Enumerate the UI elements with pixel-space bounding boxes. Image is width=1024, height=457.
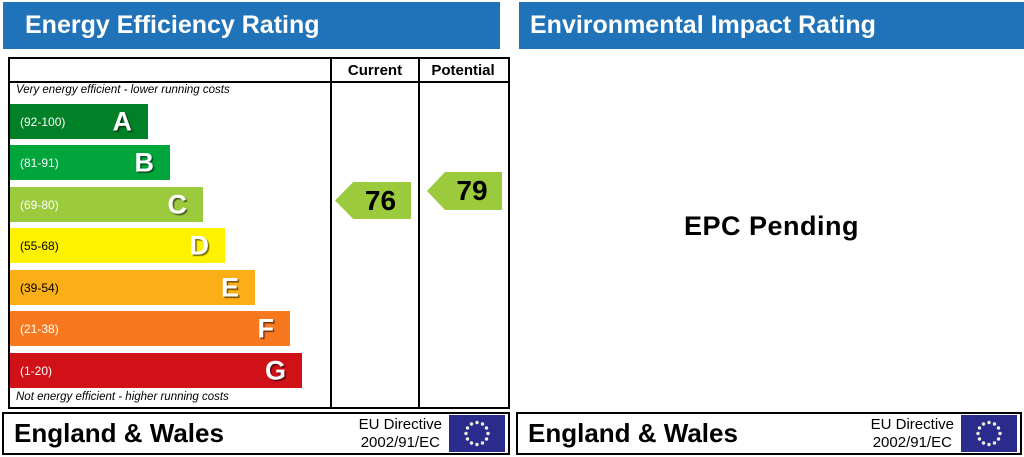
band-b-range: (81-91) [20,155,59,170]
right-footer: England & Wales EU Directive 2002/91/EC [516,412,1022,455]
energy-efficiency-rating-title: Energy Efficiency Rating [3,2,500,49]
potential-rating-value: 79 [456,175,488,206]
eu-flag-icon [961,415,1017,452]
eu-directive-line1: EU Directive [358,415,442,433]
band-g-letter: G [264,355,286,385]
environmental-impact-rating-title: Environmental Impact Rating [519,2,1024,49]
eu-directive-line2: 2002/91/EC [872,433,952,451]
band-a-range: (92-100) [20,114,66,129]
potential-rating-arrow: 79 [427,172,502,210]
band-f-letter: F [257,313,275,343]
band-c: (69-80) C [10,187,203,222]
top-caption: Very energy efficient - lower running co… [16,84,230,96]
band-e-letter: E [220,272,239,302]
band-c-range: (69-80) [20,197,59,212]
band-b-letter: B [134,147,155,177]
band-d-letter: D [189,230,210,260]
current-column-header: Current [347,61,403,79]
column-divider [330,59,332,407]
energy-rating-chart: Current Potential Very energy efficient … [8,57,510,409]
band-a: (92-100) A [10,104,148,139]
eu-directive-line2: 2002/91/EC [360,433,440,451]
epc-pending-text: EPC Pending [683,211,859,241]
region-label: England & Wales [528,418,738,448]
eu-directive-label: EU Directive 2002/91/EC [871,416,954,452]
eu-flag-icon [449,415,505,452]
band-g-range: (1-20) [20,363,53,378]
band-a-letter: A [112,106,133,136]
current-rating-value: 76 [364,184,397,216]
band-f-range: (21-38) [20,321,59,336]
band-c-letter: C [167,189,188,219]
potential-column-header: Potential [431,61,495,79]
band-d: (55-68) D [10,228,225,263]
region-label: England & Wales [14,418,224,448]
header-row-divider [10,81,508,83]
current-rating-arrow: 76 [335,182,411,219]
band-g: (1-20) G [10,353,302,388]
band-f: (21-38) F [10,311,290,346]
eu-directive-line1: EU Directive [870,415,954,433]
bottom-caption: Not energy efficient - higher running co… [16,391,229,403]
band-b: (81-91) B [10,145,170,180]
column-divider [418,59,420,407]
band-e: (39-54) E [10,270,255,305]
eu-directive-label: EU Directive 2002/91/EC [359,416,442,452]
band-e-range: (39-54) [20,280,59,295]
left-footer: England & Wales EU Directive 2002/91/EC [2,412,510,455]
band-d-range: (55-68) [20,238,59,253]
